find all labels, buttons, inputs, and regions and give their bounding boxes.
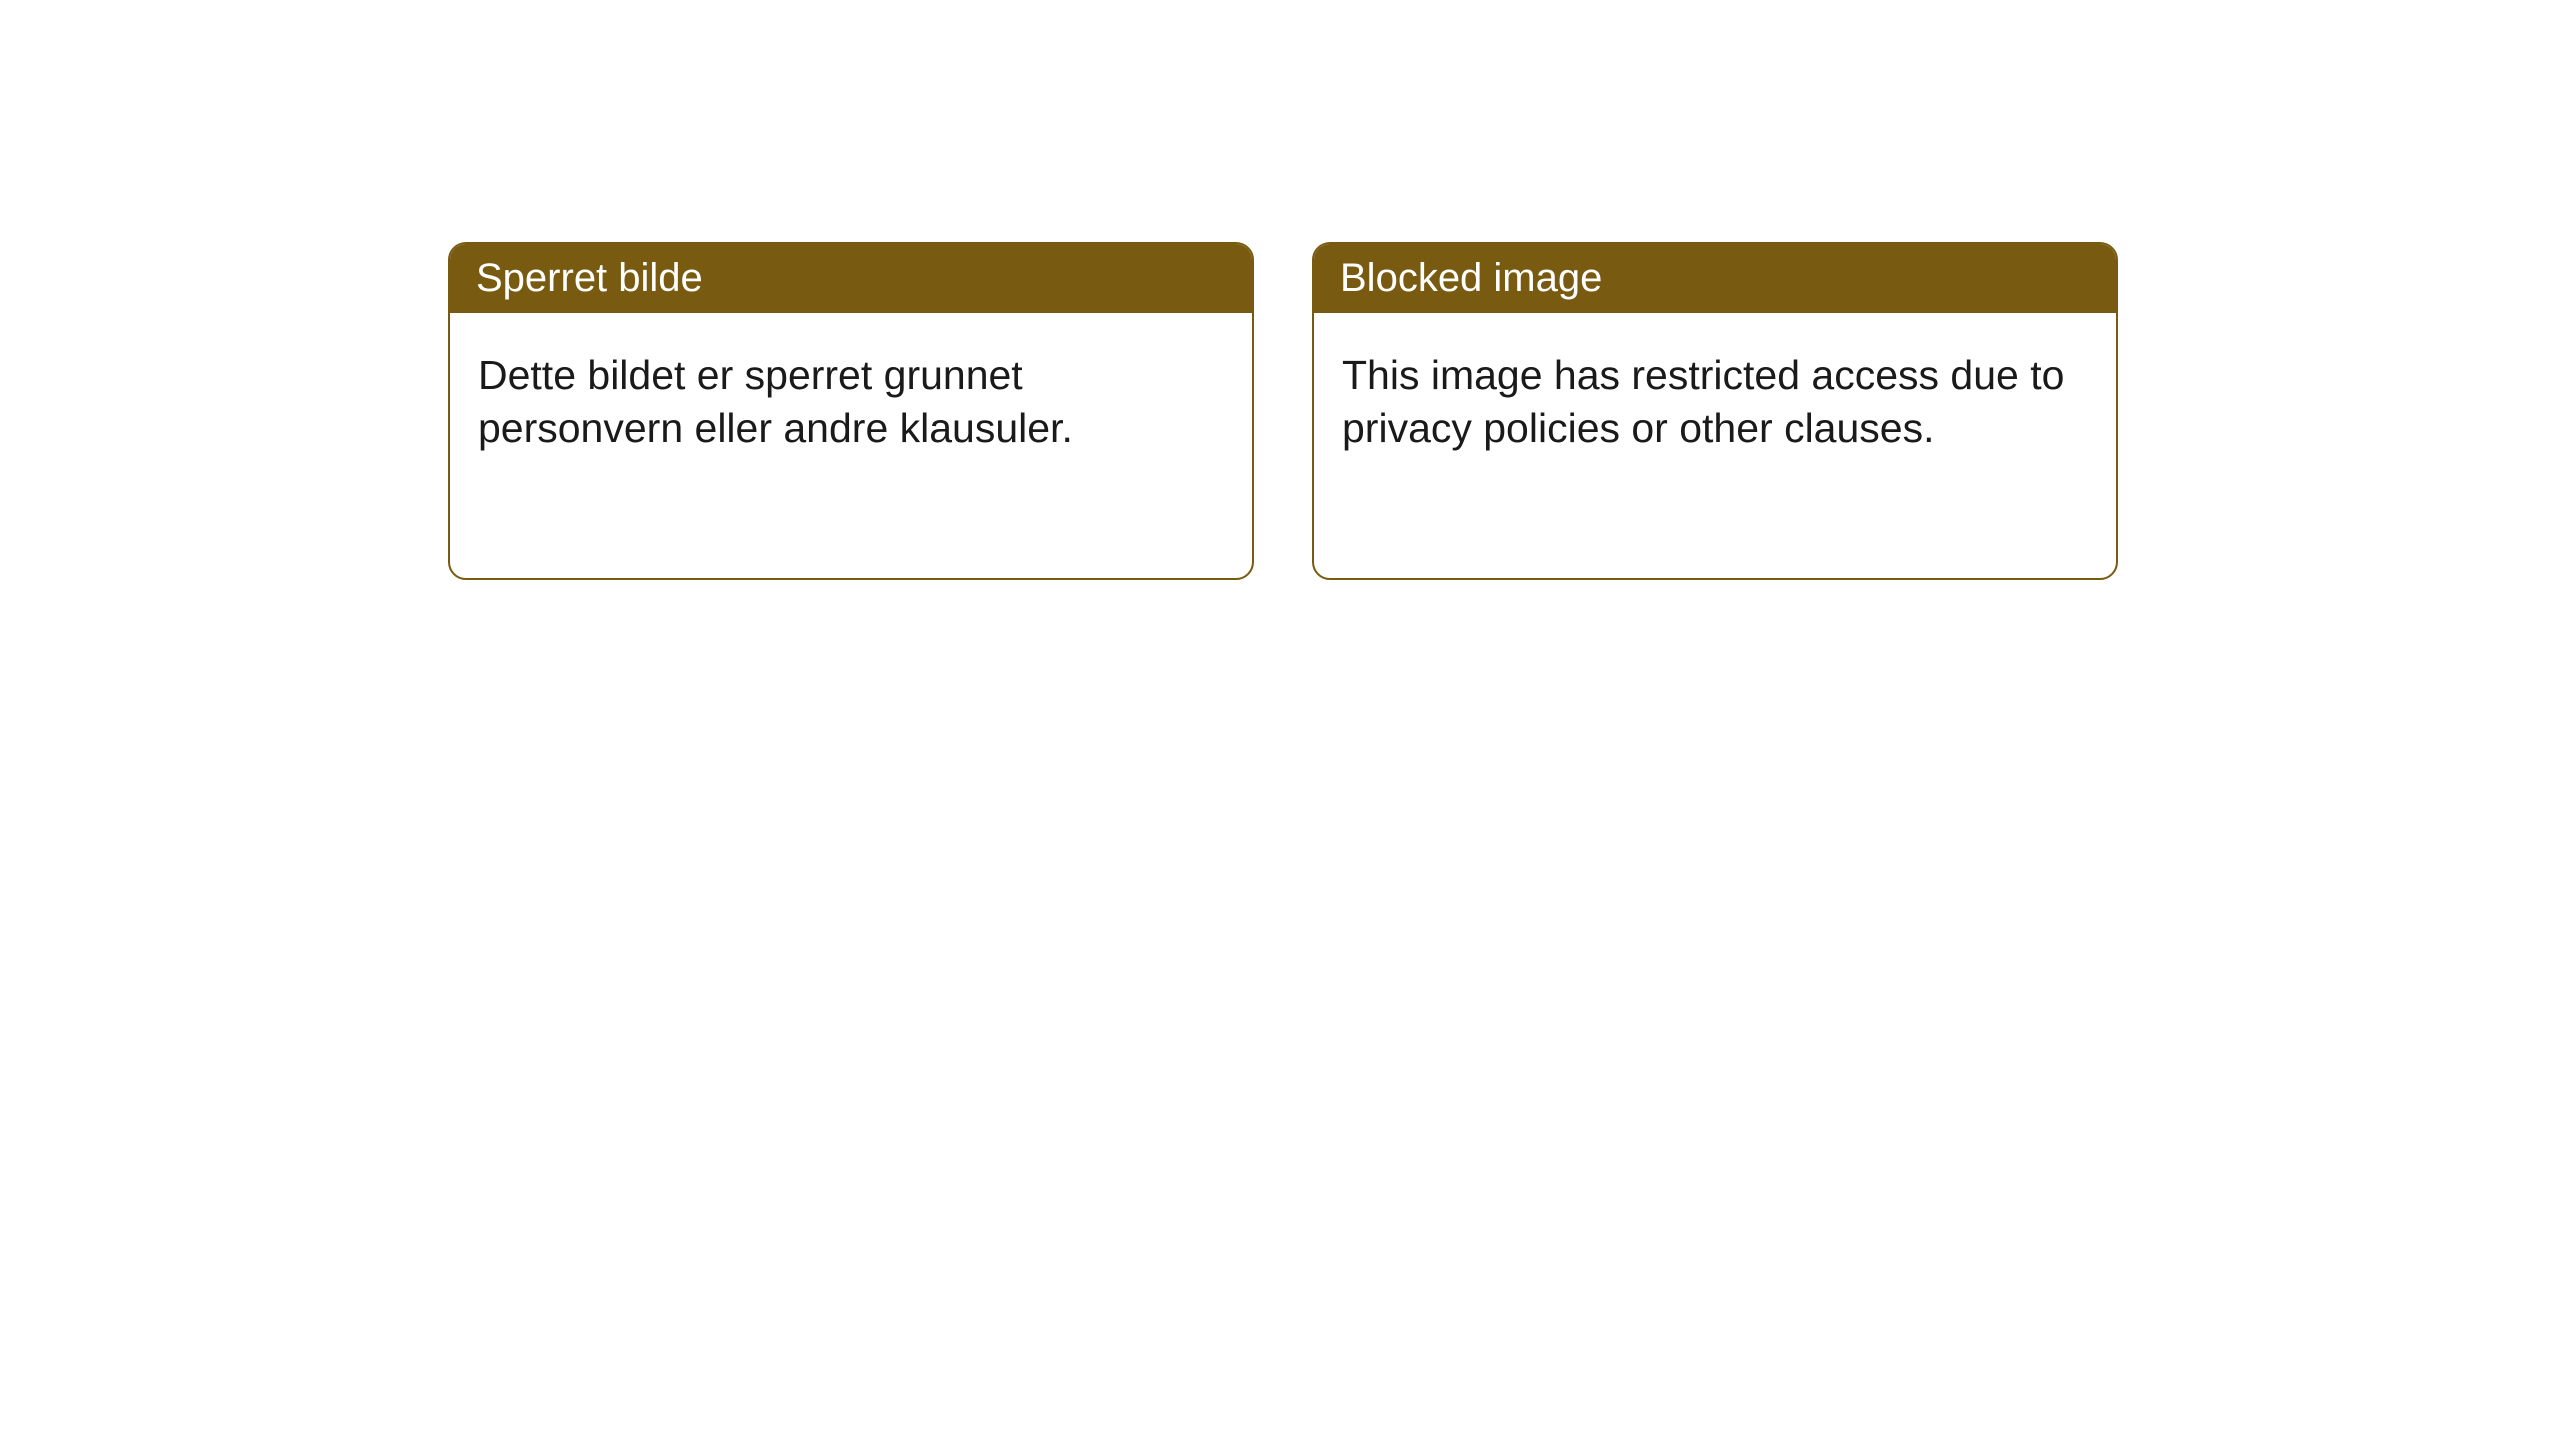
notice-body: This image has restricted access due to … [1314,313,2116,492]
notice-container: Sperret bilde Dette bildet er sperret gr… [448,242,2118,580]
notice-body: Dette bildet er sperret grunnet personve… [450,313,1252,492]
notice-title: Blocked image [1314,244,2116,313]
notice-card-norwegian: Sperret bilde Dette bildet er sperret gr… [448,242,1254,580]
notice-title: Sperret bilde [450,244,1252,313]
notice-card-english: Blocked image This image has restricted … [1312,242,2118,580]
